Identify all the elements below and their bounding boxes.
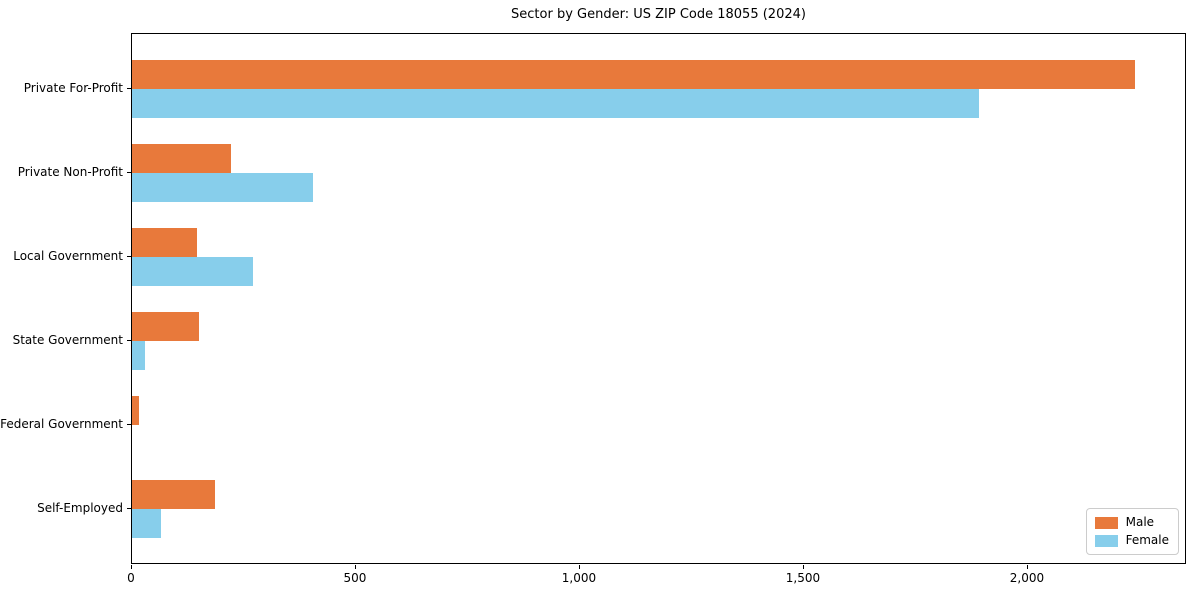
legend-item: Female xyxy=(1094,533,1169,547)
x-tick-label: 500 xyxy=(343,571,367,585)
bar-male xyxy=(132,396,139,425)
bar-male xyxy=(132,60,1135,89)
y-tick-label: Federal Government xyxy=(0,417,123,431)
bar-female xyxy=(132,89,979,118)
x-tick-mark xyxy=(578,565,580,569)
bar-female xyxy=(132,257,253,286)
x-tick-label: 0 xyxy=(127,571,135,585)
y-tick-label: Private For-Profit xyxy=(23,81,123,95)
bar-female xyxy=(132,173,313,202)
bar-male xyxy=(132,480,215,509)
bar-female xyxy=(132,341,145,370)
x-tick-label: 1,500 xyxy=(785,571,821,585)
y-tick-mark xyxy=(127,508,131,509)
legend-label: Female xyxy=(1125,533,1169,547)
bar-male xyxy=(132,144,231,173)
legend-label: Male xyxy=(1125,515,1155,529)
legend-swatch xyxy=(1094,516,1118,529)
x-tick-mark xyxy=(802,565,804,569)
y-tick-mark xyxy=(127,88,131,89)
x-tick-mark xyxy=(354,565,356,569)
x-tick-mark xyxy=(1026,565,1028,569)
chart-title: Sector by Gender: US ZIP Code 18055 (202… xyxy=(511,7,806,22)
y-tick-mark xyxy=(127,424,131,425)
x-tick-label: 2,000 xyxy=(1009,571,1045,585)
y-tick-mark xyxy=(127,256,131,257)
bar-male xyxy=(132,312,199,341)
bar-female xyxy=(132,509,161,538)
y-tick-label: Self-Employed xyxy=(37,501,123,515)
x-tick-mark xyxy=(131,565,132,569)
bar-male xyxy=(132,228,197,257)
y-tick-label: Private Non-Profit xyxy=(17,165,123,179)
legend: Male Female xyxy=(1085,508,1179,555)
legend-item: Male xyxy=(1094,515,1169,529)
y-tick-label: Local Government xyxy=(13,249,123,263)
y-tick-mark xyxy=(127,172,131,173)
x-tick-label: 1,000 xyxy=(561,571,597,585)
legend-swatch xyxy=(1094,534,1118,547)
bars-layer xyxy=(132,34,1185,563)
y-tick-mark xyxy=(127,340,131,341)
y-tick-label: State Government xyxy=(12,333,123,347)
plot-area: Male Female xyxy=(131,33,1186,564)
